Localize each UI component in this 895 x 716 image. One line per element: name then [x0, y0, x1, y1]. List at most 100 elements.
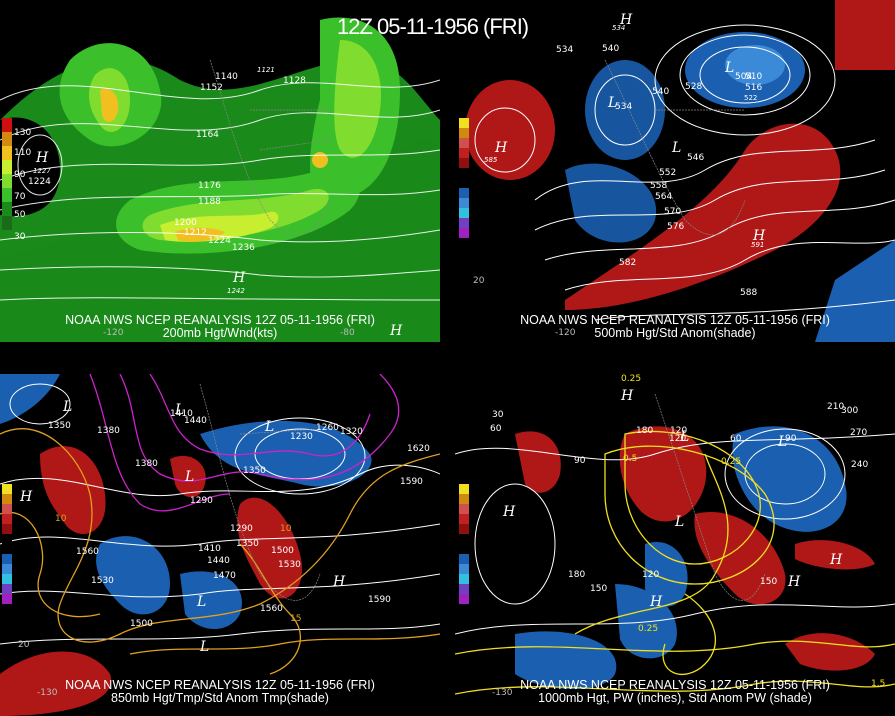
contour-label: 1380 — [97, 426, 120, 436]
contour-label: 240 — [851, 460, 869, 470]
contour-label: 1620 — [407, 444, 430, 454]
contour-label: 120 — [642, 570, 660, 580]
low-pressure-marker: L — [608, 95, 618, 111]
contour-label: 534 — [615, 102, 633, 112]
contour-label: 582 — [619, 258, 637, 268]
contour-label: 1224 — [28, 177, 51, 187]
low-pressure-marker: L — [265, 419, 275, 435]
low-pressure-marker: L — [725, 60, 735, 76]
contour-label: 1560 — [260, 604, 283, 614]
contour-label: 1224 — [208, 236, 231, 246]
high-pressure-marker: H — [233, 270, 246, 286]
high-pressure-marker: H — [621, 388, 634, 404]
contour-label: 1290 — [230, 524, 253, 534]
contour-label: 1152 — [200, 83, 223, 93]
pw-label: 0.25 — [638, 624, 659, 634]
contour-label: 30 — [492, 410, 504, 420]
contour-label: 1500 — [130, 619, 153, 629]
low-pressure-marker: L — [675, 514, 685, 530]
legend-label: 110 — [14, 148, 32, 158]
contour-label: 180 — [568, 570, 586, 580]
legend-label: 70 — [14, 192, 26, 202]
contour-label: 1590 — [368, 595, 391, 605]
contour-label: 1470 — [213, 571, 236, 581]
low-pressure-marker: L — [175, 402, 185, 418]
lon-label: -120 — [555, 328, 576, 338]
lon-label: -130 — [492, 688, 513, 698]
low-pressure-marker: L — [197, 594, 207, 610]
pw-label: 0.25 — [721, 457, 742, 467]
contour-label: 210 — [827, 402, 845, 412]
contour-label: 1320 — [340, 427, 363, 437]
page-title: 12Z 05-11-1956 (FRI) — [337, 14, 529, 39]
caption-line-2: 850mb Hgt/Tmp/Std Anom Tmp(shade) — [111, 691, 329, 705]
map-panel-500mb: H H H L L L 534 540 534 540 528 546 552 … — [455, 0, 895, 342]
contour-label: 120 — [669, 434, 687, 444]
caption-line-1: NOAA NWS NCEP REANALYSIS 12Z 05-11-1956 … — [520, 678, 830, 692]
lon-label: -120 — [103, 328, 124, 338]
contour-label: 1200 — [174, 218, 197, 228]
contour-label: 558 — [650, 181, 668, 191]
contour-label: 1410 — [170, 409, 193, 419]
contour-label: 522 — [744, 94, 758, 102]
contour-label: 1236 — [232, 243, 255, 253]
contour-label: 1410 — [198, 544, 221, 554]
high-pressure-marker: H — [503, 504, 516, 520]
contour-label: 588 — [740, 288, 758, 298]
contour-label: 300 — [841, 406, 859, 416]
caption-line-1: NOAA NWS NCEP REANALYSIS 12Z 05-11-1956 … — [65, 313, 375, 327]
low-pressure-marker: L — [200, 639, 210, 655]
contour-label: 1500 — [271, 546, 294, 556]
map-panel-200mb: 130 110 90 70 50 30 H H H 1140 1152 1128… — [0, 0, 440, 342]
map-500mb-graphic — [455, 0, 895, 342]
contour-label: 576 — [667, 222, 685, 232]
temp-label: 10 — [280, 524, 292, 534]
contour-label: 552 — [659, 168, 677, 178]
contour-label: 591 — [751, 241, 765, 249]
contour-label: 1260 — [316, 423, 339, 433]
contour-label: 150 — [760, 577, 778, 587]
contour-label: 90 — [574, 456, 586, 466]
temp-label: 10 — [55, 514, 67, 524]
contour-label: 1380 — [135, 459, 158, 469]
contour-label: 1212 — [184, 228, 207, 238]
contour-label: 534 — [612, 24, 626, 32]
contour-label: 546 — [687, 153, 705, 163]
low-pressure-marker: L — [778, 434, 788, 450]
contour-label: 1176 — [198, 181, 221, 191]
lon-label: 20 — [18, 640, 30, 650]
low-pressure-marker: L — [63, 399, 73, 415]
wind-legend — [2, 118, 12, 230]
contour-label: 1290 — [190, 496, 213, 506]
legend-label: 90 — [14, 170, 26, 180]
map-850mb-graphic — [0, 374, 440, 716]
contour-label: 564 — [655, 192, 673, 202]
contour-label: 1242 — [227, 287, 245, 295]
contour-label: 60 — [730, 434, 742, 444]
contour-label: 1350 — [236, 539, 259, 549]
contour-label: 516 — [745, 83, 763, 93]
anomaly-legend — [459, 484, 469, 604]
contour-label: 1128 — [283, 76, 306, 86]
contour-label: 540 — [652, 87, 670, 97]
caption-line-1: NOAA NWS NCEP REANALYSIS 12Z 05-11-1956 … — [65, 678, 375, 692]
high-pressure-marker: H — [20, 489, 33, 505]
map-200mb-graphic — [0, 0, 440, 342]
map-1000mb-graphic — [455, 374, 895, 716]
contour-label: 180 — [636, 426, 654, 436]
anomaly-legend — [2, 484, 12, 604]
contour-label: 60 — [490, 424, 502, 434]
pw-label: 1.5 — [871, 679, 886, 689]
pw-label: 0.25 — [621, 374, 642, 384]
map-panel-1000mb: H H H H H L L L 30 60 90 120 150 180 210… — [455, 374, 895, 716]
high-pressure-marker: H — [495, 140, 508, 156]
pw-label: 0.5 — [623, 454, 638, 464]
contour-label: 1440 — [184, 416, 207, 426]
high-pressure-marker: H — [620, 12, 633, 28]
contour-label: 1560 — [76, 547, 99, 557]
contour-label: 150 — [590, 584, 608, 594]
high-pressure-marker: H — [788, 574, 801, 590]
lon-label: -80 — [340, 328, 355, 338]
contour-label: 120 — [670, 426, 688, 436]
contour-label: 1530 — [91, 576, 114, 586]
